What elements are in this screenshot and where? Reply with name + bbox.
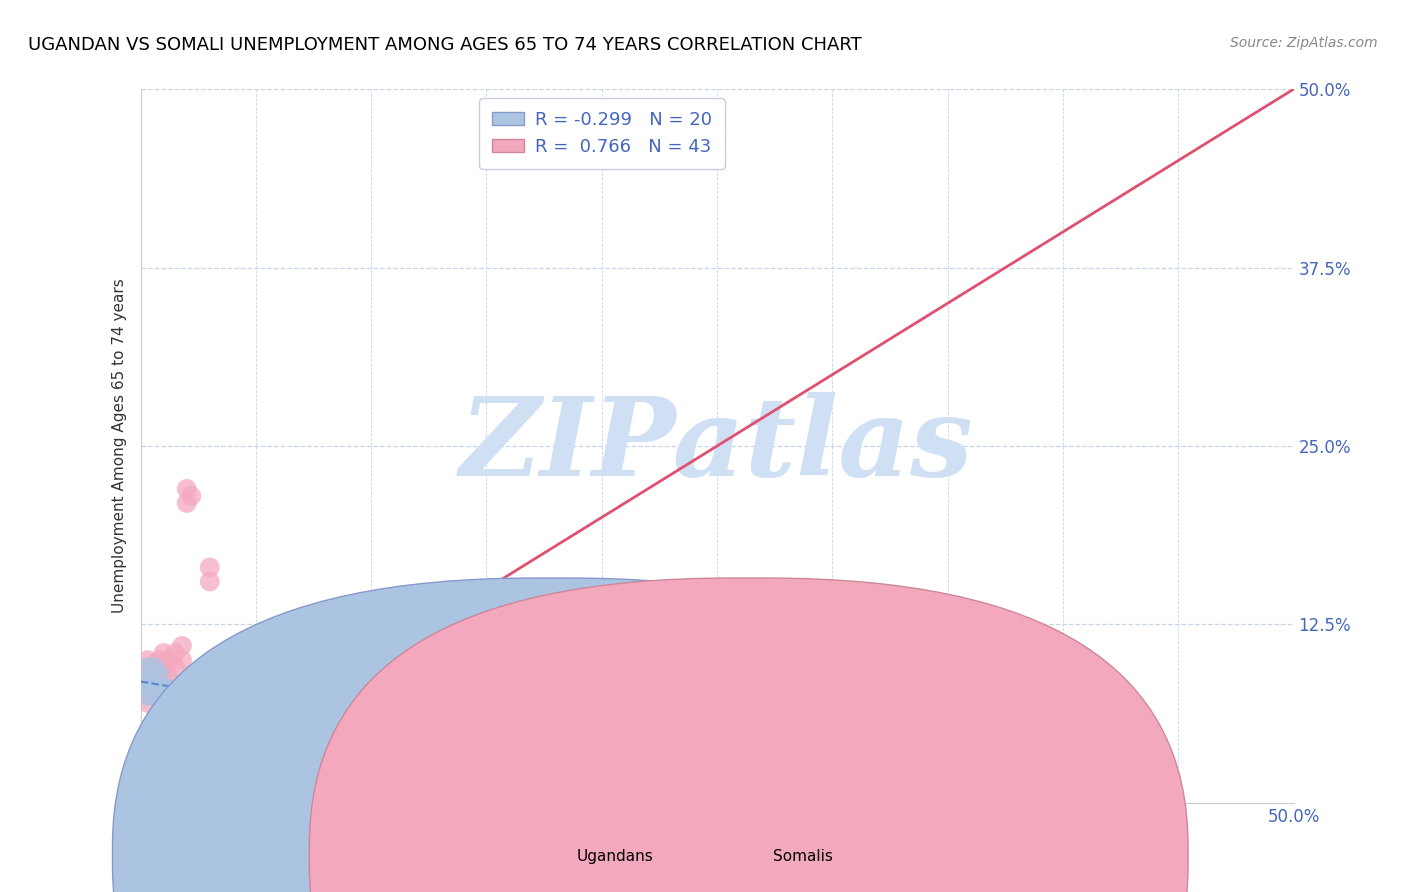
Text: UGANDAN VS SOMALI UNEMPLOYMENT AMONG AGES 65 TO 74 YEARS CORRELATION CHART: UGANDAN VS SOMALI UNEMPLOYMENT AMONG AGE… [28, 36, 862, 54]
Point [360, 639, 382, 653]
Point [314, 646, 336, 660]
Point [136, 660, 159, 674]
Point [152, 696, 174, 710]
Point [148, 681, 170, 696]
Point [533, 632, 555, 646]
Point [256, 639, 278, 653]
Point [180, 489, 202, 503]
Point [325, 653, 347, 667]
Point [302, 781, 325, 796]
Point [280, 653, 302, 667]
Point [176, 482, 198, 496]
Point [148, 667, 170, 681]
Point [233, 646, 256, 660]
Point [152, 674, 174, 689]
Point [157, 689, 180, 703]
Point [165, 696, 187, 710]
Point [291, 639, 314, 653]
Text: Source: ZipAtlas.com: Source: ZipAtlas.com [1230, 36, 1378, 50]
Point [302, 653, 325, 667]
Point [267, 646, 290, 660]
Point [209, 653, 232, 667]
Point [172, 653, 194, 667]
Point [165, 689, 187, 703]
Point [165, 646, 187, 660]
Point [136, 653, 159, 667]
Point [233, 660, 256, 674]
Point [143, 660, 166, 674]
Point [148, 667, 170, 681]
Point [187, 710, 209, 724]
Point [136, 667, 159, 681]
Text: Ugandans: Ugandans [576, 849, 654, 863]
Point [136, 689, 159, 703]
Point [198, 574, 221, 589]
Point [141, 674, 163, 689]
Text: Somalis: Somalis [773, 849, 834, 863]
Point [136, 674, 159, 689]
Point [165, 660, 187, 674]
Point [337, 646, 360, 660]
Point [152, 646, 174, 660]
Point [141, 674, 163, 689]
Point [176, 703, 198, 717]
Point [157, 667, 180, 681]
Point [141, 660, 163, 674]
Y-axis label: Unemployment Among Ages 65 to 74 years: Unemployment Among Ages 65 to 74 years [111, 278, 127, 614]
Point [382, 646, 405, 660]
Point [172, 703, 194, 717]
Point [198, 560, 221, 574]
Point [157, 653, 180, 667]
Point [152, 681, 174, 696]
Point [141, 689, 163, 703]
Point [222, 660, 245, 674]
Point [152, 689, 174, 703]
Point [152, 660, 174, 674]
Point [172, 639, 194, 653]
Point [222, 646, 245, 660]
Text: ZIPatlas: ZIPatlas [460, 392, 974, 500]
Legend: R = -0.299   N = 20, R =  0.766   N = 43: R = -0.299 N = 20, R = 0.766 N = 43 [479, 98, 724, 169]
Point [136, 681, 159, 696]
Point [349, 767, 371, 781]
Point [157, 681, 180, 696]
Point [141, 689, 163, 703]
Point [148, 681, 170, 696]
Point [256, 653, 278, 667]
Point [136, 696, 159, 710]
Point [148, 653, 170, 667]
Point [176, 496, 198, 510]
